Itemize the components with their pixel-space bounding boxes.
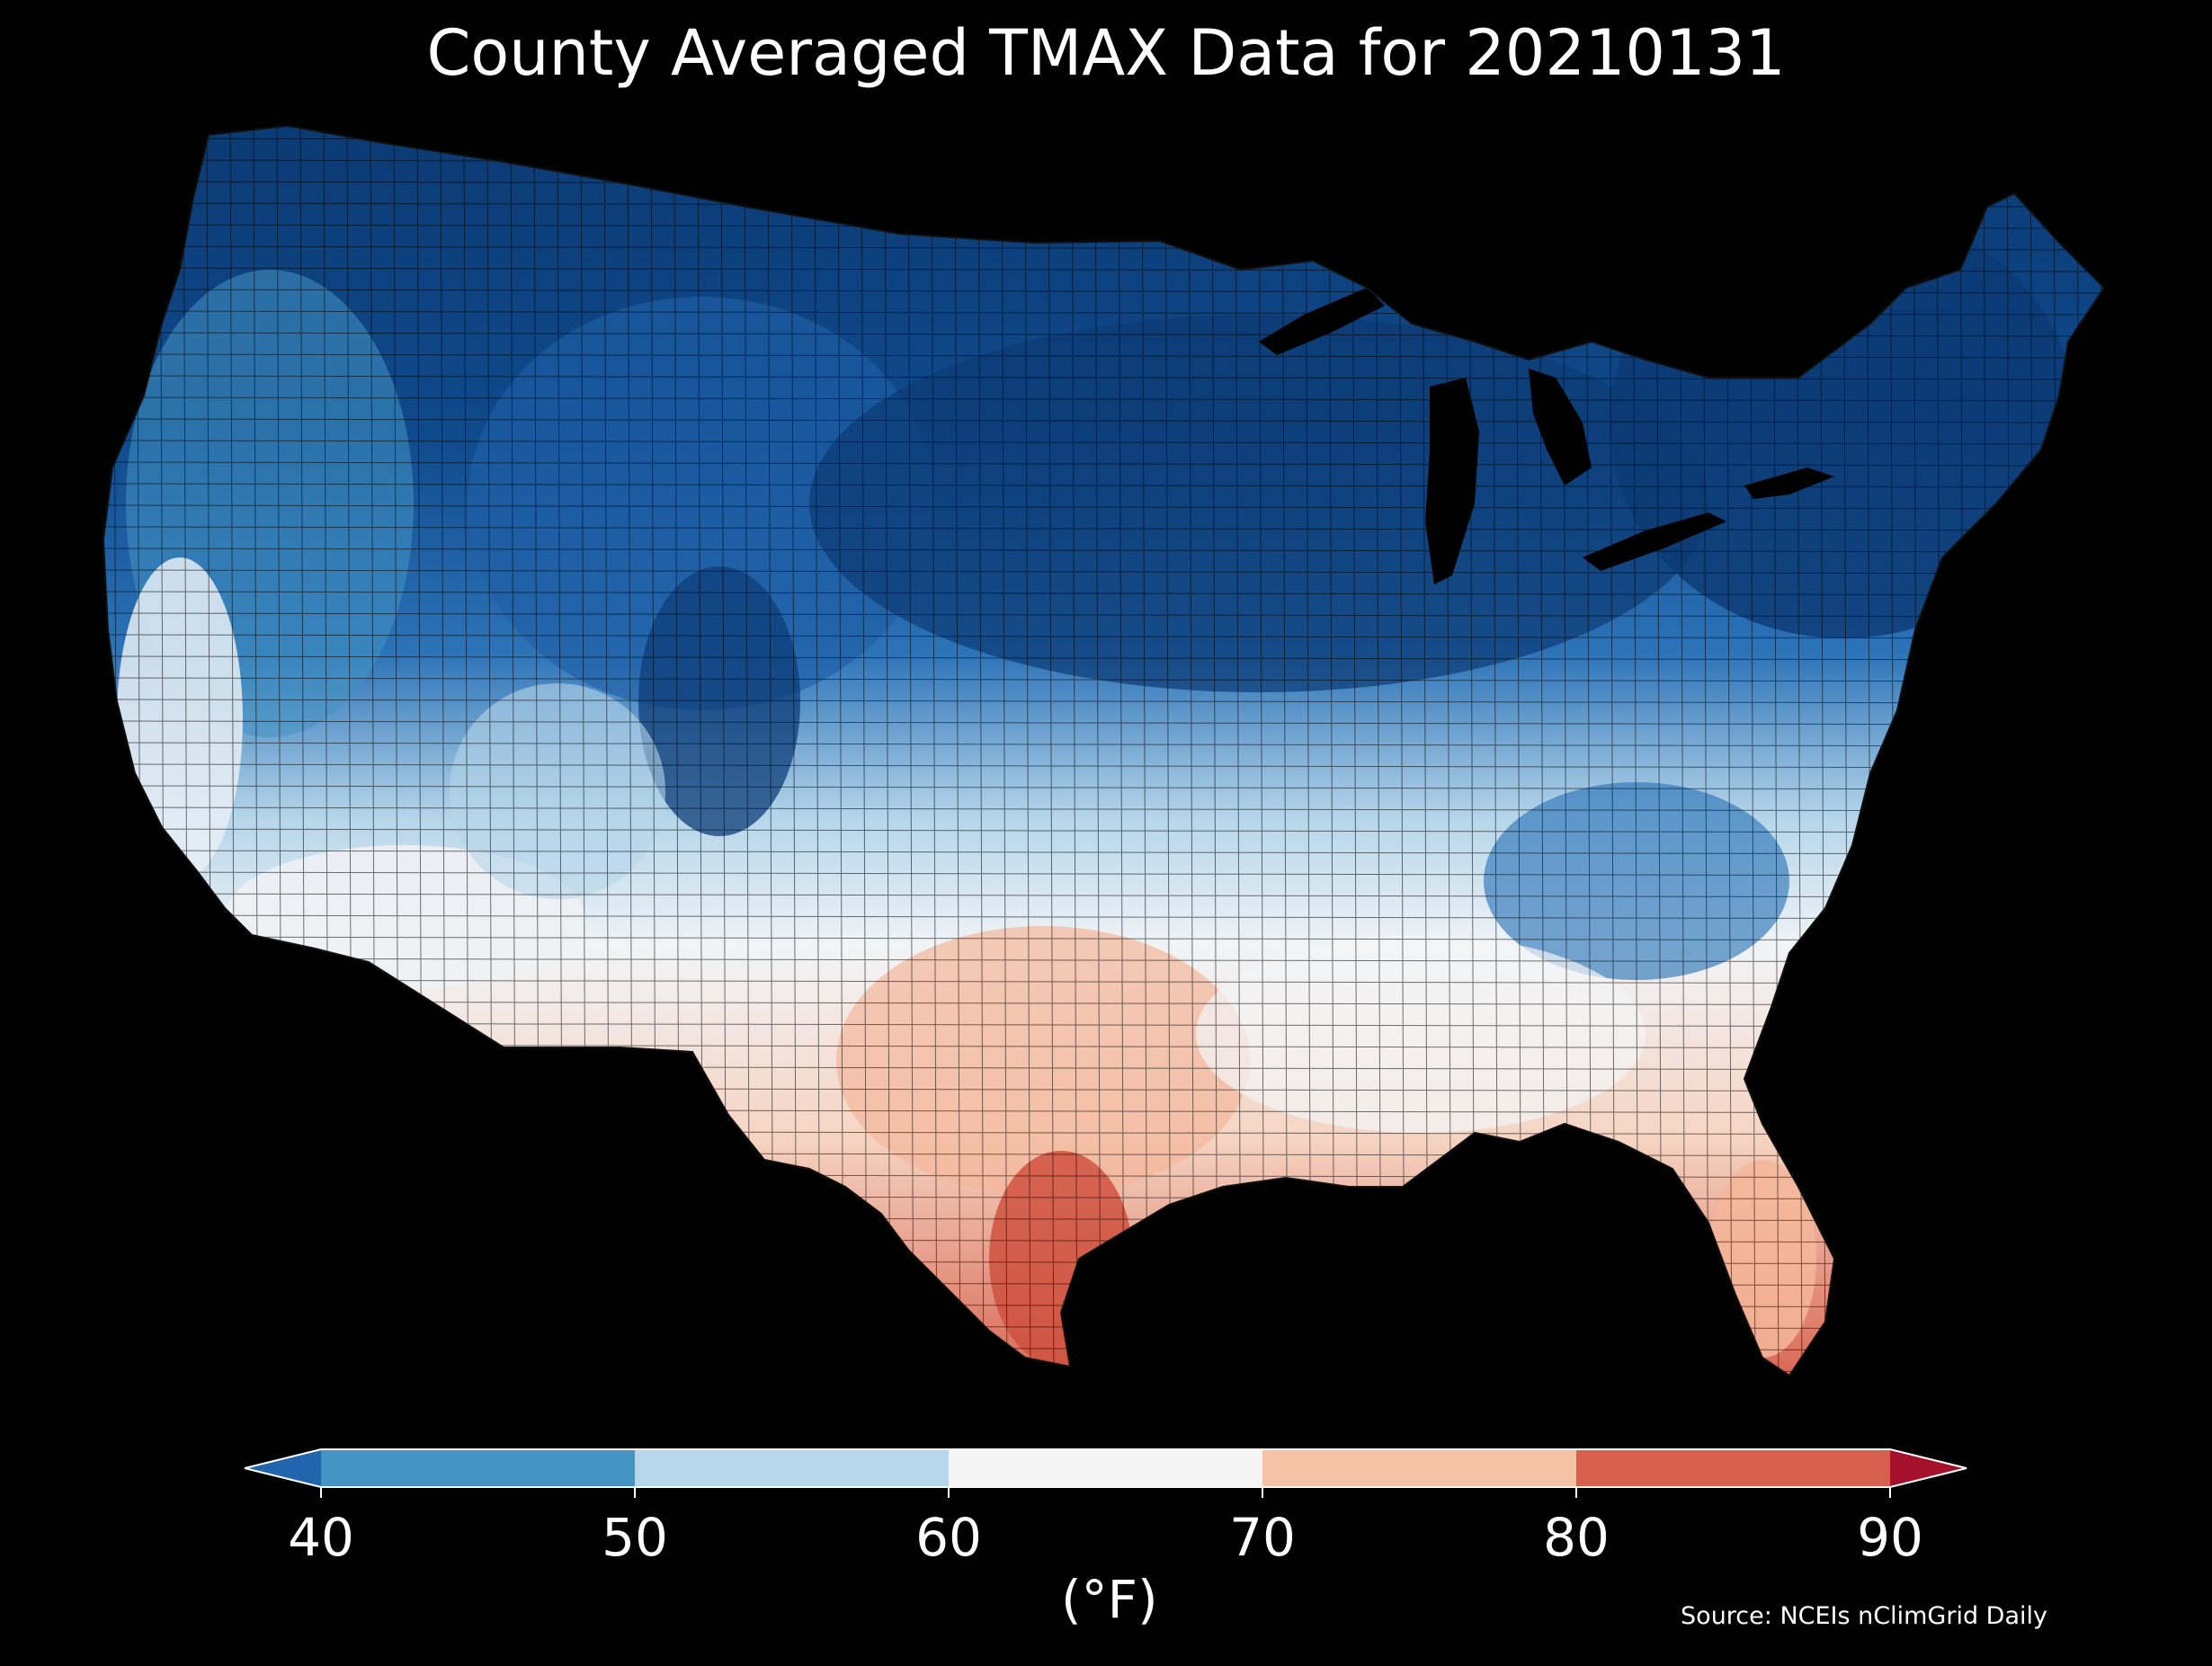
- colorbar-bin-80-90: [1576, 1449, 1890, 1487]
- colorbar-tick-label: 40: [288, 1507, 354, 1568]
- great-lakes: [1259, 288, 1834, 584]
- colorbar-extend-low: [245, 1449, 321, 1487]
- map-title: County Averaged TMAX Data for 20210131: [426, 16, 1786, 90]
- colorbar-extend-high: [1890, 1449, 1967, 1487]
- source-credit: Source: NCEIs nClimGrid Daily: [1681, 1602, 2047, 1630]
- us-outline: [102, 124, 2106, 1377]
- colorbar-bin-60-70: [949, 1449, 1262, 1487]
- colorbar-tick-label: 60: [915, 1507, 982, 1568]
- colorbar-tick-label: 90: [1857, 1507, 1923, 1568]
- colorbar-bin-40-50: [321, 1449, 635, 1487]
- colorbar-bin-70-80: [1262, 1449, 1576, 1487]
- colorbar-tick-label: 80: [1543, 1507, 1610, 1568]
- colorbar-tick-label: 50: [602, 1507, 668, 1568]
- us-county-map: [102, 124, 2106, 1377]
- colorbar-bin-50-60: [635, 1449, 949, 1487]
- colorbar-unit-label: (°F): [1061, 1569, 1158, 1630]
- colorbar-tick-label: 70: [1229, 1507, 1296, 1568]
